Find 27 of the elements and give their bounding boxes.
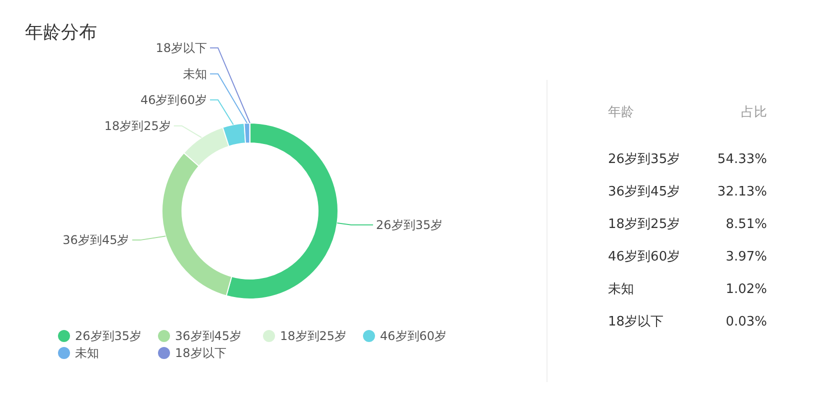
legend-label: 未知 [75, 346, 99, 360]
category-label: 未知 [608, 282, 634, 297]
legend-label: 26岁到35岁 [75, 329, 142, 343]
slice-label: 26岁到35岁 [376, 218, 443, 232]
slice-label: 18岁以下 [156, 40, 207, 55]
category-label: 36岁到45岁 [608, 184, 680, 200]
text: 8.51% [726, 217, 767, 232]
legend-label: 46岁到60岁 [380, 329, 447, 343]
category-label: 18岁到25岁 [608, 217, 680, 232]
text: 0.03% [726, 314, 767, 330]
legend-label: 18岁到25岁 [280, 329, 347, 343]
slice-label: 18岁到25岁 [104, 118, 171, 133]
slice-label: 46岁到60岁 [140, 92, 207, 107]
legend-label: 18岁以下 [175, 346, 226, 360]
text: 54.33% [717, 152, 767, 167]
category-label: 46岁到60岁 [608, 250, 680, 264]
category-label: 26岁到35岁 [608, 152, 680, 167]
category-label: 18岁以下 [608, 314, 664, 330]
text: 占比 [741, 105, 767, 120]
legend-label: 36岁到45岁 [175, 329, 242, 343]
text: 32.13% [717, 184, 767, 200]
slice-label: 36岁到45岁 [62, 233, 130, 248]
slice-label: 未知 [183, 66, 207, 81]
text: 1.02% [726, 282, 767, 297]
text: 年龄 [608, 105, 634, 120]
text: 3.97% [726, 250, 767, 264]
chart-title: 年龄分布 [25, 22, 97, 43]
